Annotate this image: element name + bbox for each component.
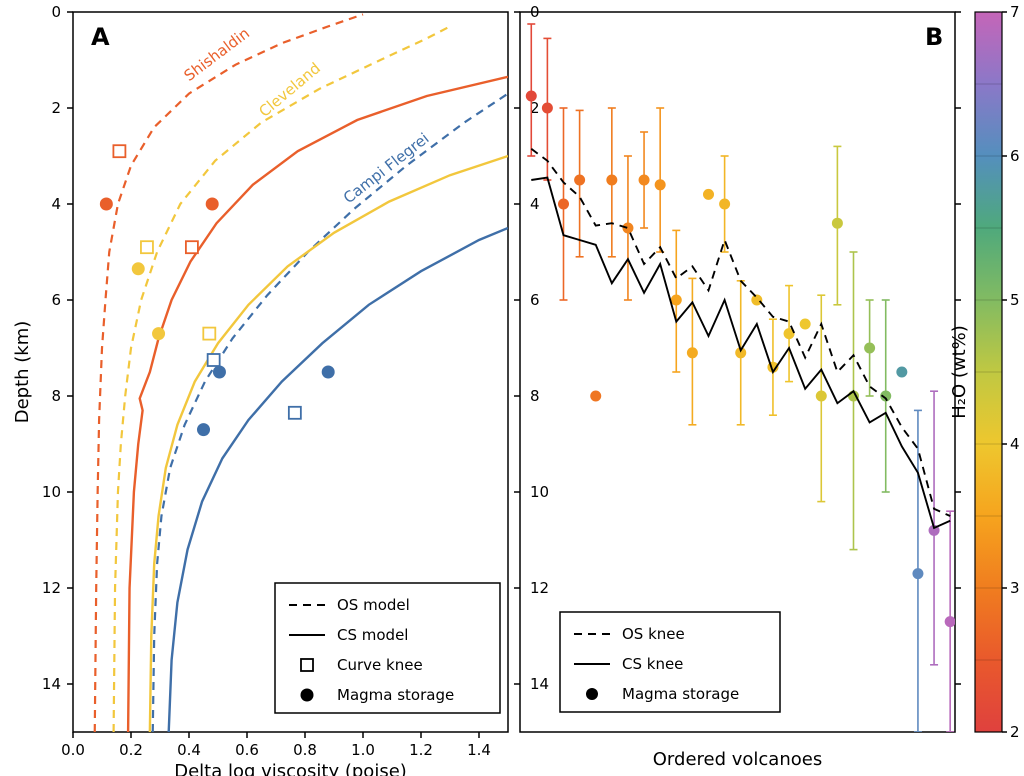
legend-dot: [301, 689, 314, 702]
volcano-storage-dot: [526, 91, 537, 102]
ytick-label: 0: [51, 3, 61, 21]
ytick-label: 10: [42, 483, 61, 501]
volcano-storage-dot: [671, 295, 682, 306]
volcano-storage-dot: [590, 391, 601, 402]
volcano-storage-dot: [687, 347, 698, 358]
magma-storage-marker: [152, 327, 165, 340]
volcano-storage-dot: [945, 616, 956, 627]
ytick-label: 8: [51, 387, 61, 405]
panel-b-xlabel: Ordered volcanoes: [653, 749, 822, 770]
volcano-storage-dot: [864, 343, 875, 354]
magma-storage-marker: [213, 366, 226, 379]
legend-dot: [586, 688, 598, 700]
xtick-label: 0.2: [119, 741, 143, 759]
xtick-label: 0.0: [61, 741, 85, 759]
volcano-storage-dot: [719, 199, 730, 210]
curve-label-Shishaldin-OS: Shishaldin: [181, 24, 253, 85]
magma-storage-marker: [322, 366, 335, 379]
curve-knee-marker: [289, 407, 301, 419]
colorbar-tick-label: 4: [1010, 435, 1020, 453]
volcano-storage-dot: [639, 175, 650, 186]
ytick-label-b: 14: [530, 675, 549, 693]
legend-item-label: OS knee: [622, 625, 685, 643]
panel-b-label: B: [925, 23, 943, 51]
curve-knee-marker: [113, 145, 125, 157]
volcano-storage-dot: [816, 391, 827, 402]
xtick-label: 0.6: [235, 741, 259, 759]
legend-item-label: Magma storage: [622, 685, 739, 703]
panel-a-label: A: [91, 23, 110, 51]
volcano-storage-dot: [558, 199, 569, 210]
ytick-label: 14: [42, 675, 61, 693]
curve-label-Campi-OS: Campi Flegrei: [340, 129, 433, 207]
legend-item-label: CS knee: [622, 655, 683, 673]
volcano-storage-dot: [751, 295, 762, 306]
colorbar-tick-label: 7: [1010, 3, 1020, 21]
xtick-label: 1.4: [467, 741, 491, 759]
xtick-label: 1.2: [409, 741, 433, 759]
ytick-label: 6: [51, 291, 61, 309]
ytick-label-b: 4: [530, 195, 540, 213]
xtick-label: 1.0: [351, 741, 375, 759]
volcano-storage-dot: [832, 218, 843, 229]
legend-item-label: Magma storage: [337, 686, 454, 704]
volcano-storage-dot: [542, 103, 553, 114]
colorbar-tick-label: 5: [1010, 291, 1020, 309]
magma-storage-marker: [132, 262, 145, 275]
curve-knee-marker: [203, 328, 215, 340]
ytick-label-b: 10: [530, 483, 549, 501]
volcano-storage-dot: [896, 367, 907, 378]
colorbar-tick-label: 3: [1010, 579, 1020, 597]
legend-item-label: Curve knee: [337, 656, 423, 674]
ytick-label: 2: [51, 99, 61, 117]
colorbar-tick-label: 2: [1010, 723, 1020, 741]
volcano-storage-dot: [703, 189, 714, 200]
legend-square: [301, 659, 313, 671]
volcano-storage-dot: [574, 175, 585, 186]
volcano-storage-dot: [800, 319, 811, 330]
panel-a-xlabel: Delta log viscosity (poise): [174, 761, 407, 776]
curve-label-Cleveland-OS: Cleveland: [255, 59, 324, 121]
ytick-label: 4: [51, 195, 61, 213]
xtick-label: 0.8: [293, 741, 317, 759]
ytick-label-b: 6: [530, 291, 540, 309]
ytick-label-b: 12: [530, 579, 549, 597]
volcano-storage-dot: [912, 568, 923, 579]
magma-storage-marker: [206, 198, 219, 211]
curve-knee-marker: [186, 241, 198, 253]
ytick-label-b: 8: [530, 387, 540, 405]
legend-item-label: OS model: [337, 596, 410, 614]
colorbar-tick-label: 6: [1010, 147, 1020, 165]
ytick-label-b: 0: [530, 3, 540, 21]
volcano-storage-dot: [622, 223, 633, 234]
volcano-storage-dot: [606, 175, 617, 186]
xtick-label: 0.4: [177, 741, 201, 759]
colorbar-label: H₂O (wt%): [949, 325, 970, 419]
curve-knee-marker: [141, 241, 153, 253]
magma-storage-marker: [197, 423, 210, 436]
ytick-label: 12: [42, 579, 61, 597]
panel-a-ylabel: Depth (km): [12, 321, 33, 424]
volcano-storage-dot: [655, 179, 666, 190]
curve-knee-marker: [208, 354, 220, 366]
legend-item-label: CS model: [337, 626, 408, 644]
magma-storage-marker: [100, 198, 113, 211]
